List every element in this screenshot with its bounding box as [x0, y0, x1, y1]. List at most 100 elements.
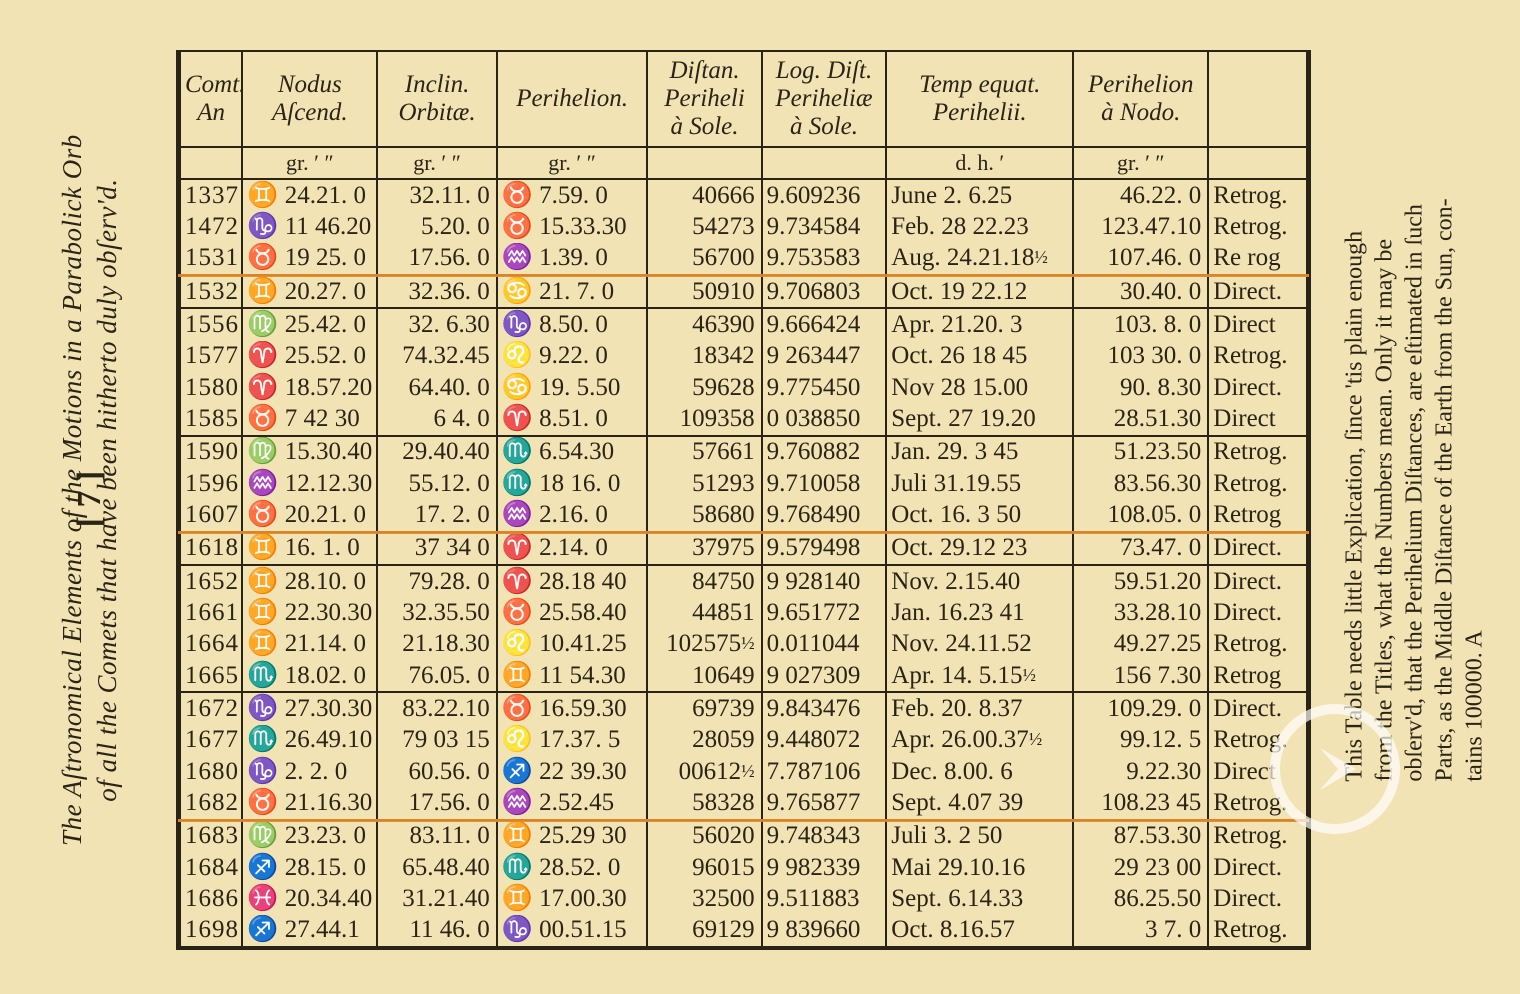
table-row: 1596♒ 12.12.3055.12. 0♏ 18 16. 0512939.7… — [180, 468, 1307, 499]
cell-temp: Aug. 24.21.18½ — [886, 243, 1073, 275]
table-row: 1683♍ 23.23. 083.11. 0♊ 25.29 30560209.7… — [180, 820, 1307, 852]
cell-nodus: ♐ 28.15. 0 — [242, 852, 377, 883]
cell-nodus: ♊ 28.10. 0 — [242, 565, 377, 597]
col-units — [1208, 147, 1307, 179]
cell-temp: Oct. 26 18 45 — [886, 341, 1073, 372]
table-row: 1607♉ 20.21. 017. 2. 0♒ 2.16. 0586809.76… — [180, 499, 1307, 531]
cell-temp: Oct. 8.16.57 — [886, 915, 1073, 947]
cell-year: 1664 — [180, 629, 242, 660]
cell-dist: 54273 — [647, 211, 761, 242]
cell-dist: 102575½ — [647, 629, 761, 660]
cell-pnodo: 30.40. 0 — [1073, 275, 1208, 308]
cell-dist: 56700 — [647, 243, 761, 275]
cell-perih: ♑ 00.51.15 — [497, 915, 648, 947]
cell-temp: Apr. 14. 5.15½ — [886, 660, 1073, 692]
table-row: 1532♊ 20.27. 032.36. 0♋ 21. 7. 0509109.7… — [180, 275, 1307, 308]
cell-perih: ♑ 8.50. 0 — [497, 308, 648, 340]
cell-dir: Retrog — [1208, 499, 1307, 531]
cell-nodus: ♊ 20.27. 0 — [242, 275, 377, 308]
table-row: 1590♍ 15.30.4029.40.40♏ 6.54.30576619.76… — [180, 436, 1307, 468]
cell-log: 9 928140 — [762, 565, 887, 597]
table-row: 1652♊ 28.10. 079.28. 0♈ 28.18 40847509 9… — [180, 565, 1307, 597]
col-header: Comt.An — [180, 52, 242, 147]
cell-year: 1652 — [180, 565, 242, 597]
cell-dist: 69739 — [647, 692, 761, 724]
cell-dir: Retrog. — [1208, 211, 1307, 242]
cell-year: 1472 — [180, 211, 242, 242]
table-row: 1618♊ 16. 1. 037 34 0♈ 2.14. 0379759.579… — [180, 532, 1307, 565]
cell-dir: Retrog. — [1208, 341, 1307, 372]
cell-nodus: ♑ 27.30.30 — [242, 692, 377, 724]
cell-temp: Feb. 20. 8.37 — [886, 692, 1073, 724]
cell-perih: ♈ 2.14. 0 — [497, 532, 648, 565]
cell-inclin: 31.21.40 — [377, 883, 496, 914]
cell-year: 1686 — [180, 883, 242, 914]
comet-table: Comt.AnNodusAſcend.Inclin.Orbitæ.Perihel… — [179, 52, 1308, 948]
cell-nodus: ♍ 25.42. 0 — [242, 308, 377, 340]
cell-inclin: 29.40.40 — [377, 436, 496, 468]
right-caption-block: This Table needs little Explication, ſin… — [1330, 0, 1500, 980]
cell-perih: ♊ 11 54.30 — [497, 660, 648, 692]
cell-pnodo: 86.25.50 — [1073, 883, 1208, 914]
cell-dist: 50910 — [647, 275, 761, 308]
cell-perih: ♒ 1.39. 0 — [497, 243, 648, 275]
table-row: 1686♓ 20.34.4031.21.40♊ 17.00.30325009.5… — [180, 883, 1307, 914]
cell-perih: ♈ 28.18 40 — [497, 565, 648, 597]
cell-year: 1580 — [180, 372, 242, 403]
cell-dir: Direct. — [1208, 852, 1307, 883]
cell-dir: Direct. — [1208, 275, 1307, 308]
cell-perih: ♒ 2.52.45 — [497, 787, 648, 819]
cell-year: 1665 — [180, 660, 242, 692]
cell-dir: Retrog. — [1208, 468, 1307, 499]
col-header: Inclin.Orbitæ. — [377, 52, 496, 147]
cell-pnodo: 9.22.30 — [1073, 756, 1208, 787]
cell-log: 7.787106 — [762, 756, 887, 787]
cell-year: 1680 — [180, 756, 242, 787]
cell-pnodo: 109.29. 0 — [1073, 692, 1208, 724]
cell-nodus: ♍ 15.30.40 — [242, 436, 377, 468]
cell-inclin: 65.48.40 — [377, 852, 496, 883]
cell-log: 9.706803 — [762, 275, 887, 308]
cell-inclin: 17.56. 0 — [377, 787, 496, 819]
table-row: 1677♏ 26.49.1079 03 15♌ 17.37. 5280599.4… — [180, 725, 1307, 756]
cell-temp: June 2. 6.25 — [886, 179, 1073, 211]
play-arrow-icon — [1305, 739, 1365, 799]
cell-dir: Retrog. — [1208, 179, 1307, 211]
cell-inclin: 5.20. 0 — [377, 211, 496, 242]
col-units: gr. ′ ″ — [497, 147, 648, 179]
cell-temp: Apr. 21.20. 3 — [886, 308, 1073, 340]
table-row: 1661♊ 22.30.3032.35.50♉ 25.58.40448519.6… — [180, 597, 1307, 628]
cell-inclin: 11 46. 0 — [377, 915, 496, 947]
cell-temp: Jan. 29. 3 45 — [886, 436, 1073, 468]
col-header: Temp equat.Perihelii. — [886, 52, 1073, 147]
table-head: Comt.AnNodusAſcend.Inclin.Orbitæ.Perihel… — [180, 52, 1307, 179]
cell-year: 1577 — [180, 341, 242, 372]
cell-pnodo: 33.28.10 — [1073, 597, 1208, 628]
cell-inclin: 74.32.45 — [377, 341, 496, 372]
cell-temp: Nov. 2.15.40 — [886, 565, 1073, 597]
cell-perih: ♈ 8.51. 0 — [497, 403, 648, 435]
cell-perih: ♏ 6.54.30 — [497, 436, 648, 468]
cell-year: 1682 — [180, 787, 242, 819]
table-row: 1684♐ 28.15. 065.48.40♏ 28.52. 0960159 9… — [180, 852, 1307, 883]
cell-temp: Nov. 24.11.52 — [886, 629, 1073, 660]
highlight-line — [178, 819, 1309, 822]
cell-pnodo: 46.22. 0 — [1073, 179, 1208, 211]
cell-log: 9 839660 — [762, 915, 887, 947]
table-row: 1585♉ 7 42 30 6 4. 0♈ 8.51. 01093580 038… — [180, 403, 1307, 435]
cell-perih: ♉ 25.58.40 — [497, 597, 648, 628]
cell-log: 9 982339 — [762, 852, 887, 883]
col-units — [180, 147, 242, 179]
cell-dist: 18342 — [647, 341, 761, 372]
cell-pnodo: 108.05. 0 — [1073, 499, 1208, 531]
cell-nodus: ♏ 18.02. 0 — [242, 660, 377, 692]
right-caption-text: This Table needs little Explication, ſin… — [1340, 198, 1490, 781]
cell-log: 9.579498 — [762, 532, 887, 565]
cell-year: 1661 — [180, 597, 242, 628]
cell-dist: 51293 — [647, 468, 761, 499]
cell-dist: 58680 — [647, 499, 761, 531]
cell-dir: Direct — [1208, 403, 1307, 435]
cell-log: 9.753583 — [762, 243, 887, 275]
cell-dir: Direct. — [1208, 597, 1307, 628]
cell-year: 1596 — [180, 468, 242, 499]
